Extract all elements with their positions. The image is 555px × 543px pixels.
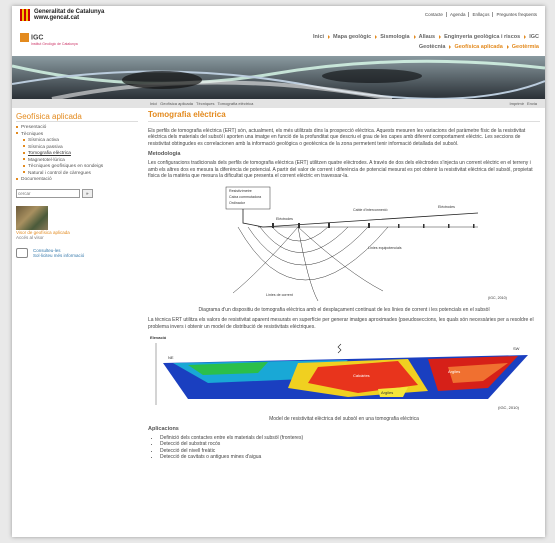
igc-logo[interactable]: IGC Institut Geològic de Catalunya [20,33,78,46]
search-button[interactable]: » [82,189,93,198]
top-link[interactable]: Enllaços [468,12,489,17]
top-link[interactable]: Preguntes freqüents [492,12,537,17]
section-heading: Metodologia [148,151,540,158]
contact-icon [16,248,28,258]
diagram-label: Línies de corrent [266,293,293,297]
breadcrumb-link[interactable]: Inici [150,99,157,108]
org-url: www.gencat.cat [34,15,104,21]
breadcrumb-link[interactable]: Tomografia elèctrica [218,99,254,108]
ert-diagram: Resistivímetre Caixa commutadora Ordinad… [148,183,540,305]
nav-link[interactable]: Mapa geològic [328,34,371,40]
top-link[interactable]: Agenda [446,12,466,17]
search-input[interactable] [16,189,80,198]
menu-link[interactable]: Tomografia elèctrica [28,151,71,156]
breadcrumb: Inici Geofísica aplicada Tècniques Tomog… [150,99,253,108]
profile-label: Calcàries [353,373,370,378]
diagram-label: Ordinador [229,201,246,205]
nav-link[interactable]: Enginyeria geològica i riscos [439,34,520,40]
menu-link[interactable]: Tècniques [21,132,43,137]
viewer-image[interactable] [16,206,48,230]
page: Tomografia elèctrica { "header": {"org":… [0,0,555,543]
menu-link[interactable]: Presentació [21,125,46,130]
nav-link[interactable]: Geotècnia [419,44,446,50]
profile-label: (IGC, 2010) [498,405,520,410]
page-frame: Generalitat de Catalunya www.gencat.cat … [12,6,545,537]
paragraph: Els perfils de tomografia elèctrica (ERT… [148,128,540,148]
menu-item: Documentació [16,177,138,184]
contact-text: Consulteu-les Sol·liciteu més informació [33,248,84,258]
diagram-label: Elèctrodes [438,205,455,209]
top-link[interactable]: Contacte [422,12,443,17]
sidebar-title: Geofísica aplicada [16,112,138,122]
page-tools: Imprimir Envia [510,99,537,108]
section-heading: Aplicacions [148,426,540,433]
profile-label: Argiles [448,369,460,374]
diagram-label: Línies equipotencials [368,246,402,250]
contact-box: Consulteu-les Sol·liciteu més informació [16,248,138,258]
diagram-label: Caixa commutadora [229,195,261,199]
main-nav: Inici Mapa geològic Sismologia Allaus En… [313,34,539,40]
menu-link[interactable]: Natural i control de càrregues [28,171,91,176]
menu-link[interactable]: Tècniques geofísiques en sondeigs [28,164,103,169]
profile-label: NE [168,355,174,360]
sidebar-menu: Presentació Tècniques Sísmica activa Sís… [16,125,138,184]
axis-label: Elevació [150,335,167,340]
breadcrumb-link[interactable]: Geofísica aplicada [160,99,193,108]
content-title: Tomografia elèctrica [148,112,540,122]
diagram-label: Elèctrodes [276,217,293,221]
main-content: Tomografia elèctrica Els perfils de tomo… [148,112,540,461]
nav-link[interactable]: Allaus [414,34,436,40]
top-links: Contacte Agenda Enllaços Preguntes freqü… [422,12,537,17]
body: Generalitat de Catalunya www.gencat.cat … [0,0,555,543]
viewer-link[interactable]: Accés al visor [16,235,138,240]
nav-link[interactable]: Sismologia [375,34,409,40]
nav-link[interactable]: Geotèrmia [507,44,539,50]
logo-subtitle: Institut Geològic de Catalunya [31,42,78,46]
nav-link[interactable]: IGC [524,34,539,40]
flag-icon [20,9,30,21]
breadcrumb-link[interactable]: Tècniques [196,99,214,108]
contact-link[interactable]: Sol·liciteu més informació [33,253,84,258]
tool-link[interactable]: Envia [527,99,537,108]
resistivity-profile: Elevació NE SW Argiles Calcàries Argiles… [148,333,540,413]
search-form: » [16,189,138,198]
tool-link[interactable]: Imprimir [510,99,524,108]
breadcrumb-bar: Inici Geofísica aplicada Tècniques Tomog… [12,99,545,108]
nav-link[interactable]: Geofísica aplicada [449,44,502,50]
applications-list: Definició dels contactes entre els mater… [160,435,540,461]
diagram-label: Resistivímetre [229,189,252,193]
menu-link[interactable]: Sísmica passiva [28,145,63,150]
gencat-logo[interactable]: Generalitat de Catalunya www.gencat.cat [20,9,104,21]
menu-link[interactable]: Magnetotel·lúrica [28,158,65,163]
sidebar: Geofísica aplicada Presentació Tècniques… [16,112,138,258]
viewer-box: Visor de geofísica aplicada Accés al vis… [16,206,138,240]
logo-name: IGC [31,34,43,41]
sub-nav: Geotècnia Geofísica aplicada Geotèrmia [419,44,539,50]
figure-caption: Diagrama d'un dispositiu de tomografia e… [148,307,540,314]
menu-link[interactable]: Sísmica activa [28,138,59,143]
diagram-label: Cable d'interconnexió [353,208,387,212]
figure-caption: Model de resistivitat elèctrica del subs… [148,416,540,423]
logo-mark [20,33,29,42]
profile-label: SW [513,346,520,351]
paragraph: Les configuracions tradicionals dels per… [148,160,540,180]
diagram-label: (IGC, 2010) [488,296,507,300]
paragraph: La tècnica ERT utilitza els valors de re… [148,317,540,330]
list-item: Detecció de cavitats o antigues mines d'… [160,454,540,461]
nav-link[interactable]: Inici [313,34,324,40]
menu-link[interactable]: Documentació [21,177,52,182]
profile-label: Argiles [381,390,393,395]
banner [12,56,545,99]
